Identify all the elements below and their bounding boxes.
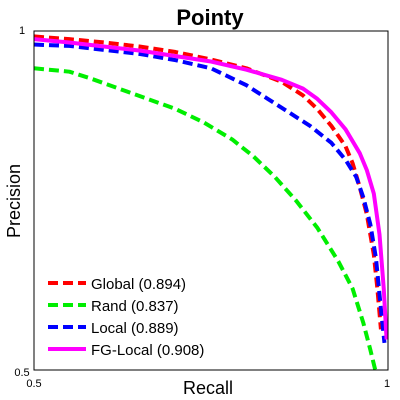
legend-label-3: FG-Local (0.908) (91, 342, 204, 359)
plot-frame (33, 30, 389, 371)
y-axis-label: Precision (4, 164, 24, 238)
series-line-3 (33, 37, 389, 340)
series-layer (33, 34, 389, 371)
legend-label-1: Rand (0.837) (91, 298, 179, 315)
y-tick-bottom: 0.5 (14, 367, 29, 379)
x-axis-label: Recall (183, 378, 233, 398)
legend-label-0: Global (0.894) (91, 276, 186, 293)
x-tick-right: 1 (384, 378, 390, 390)
legend-label-2: Local (0.889) (91, 320, 179, 337)
legend: Global (0.894) Rand (0.837) Local (0.889) F… (48, 276, 204, 359)
series-line-1 (33, 66, 378, 371)
x-tick-left: 0.5 (26, 378, 41, 390)
y-tick-top: 1 (19, 25, 25, 37)
chart-title: Pointy (176, 5, 244, 30)
